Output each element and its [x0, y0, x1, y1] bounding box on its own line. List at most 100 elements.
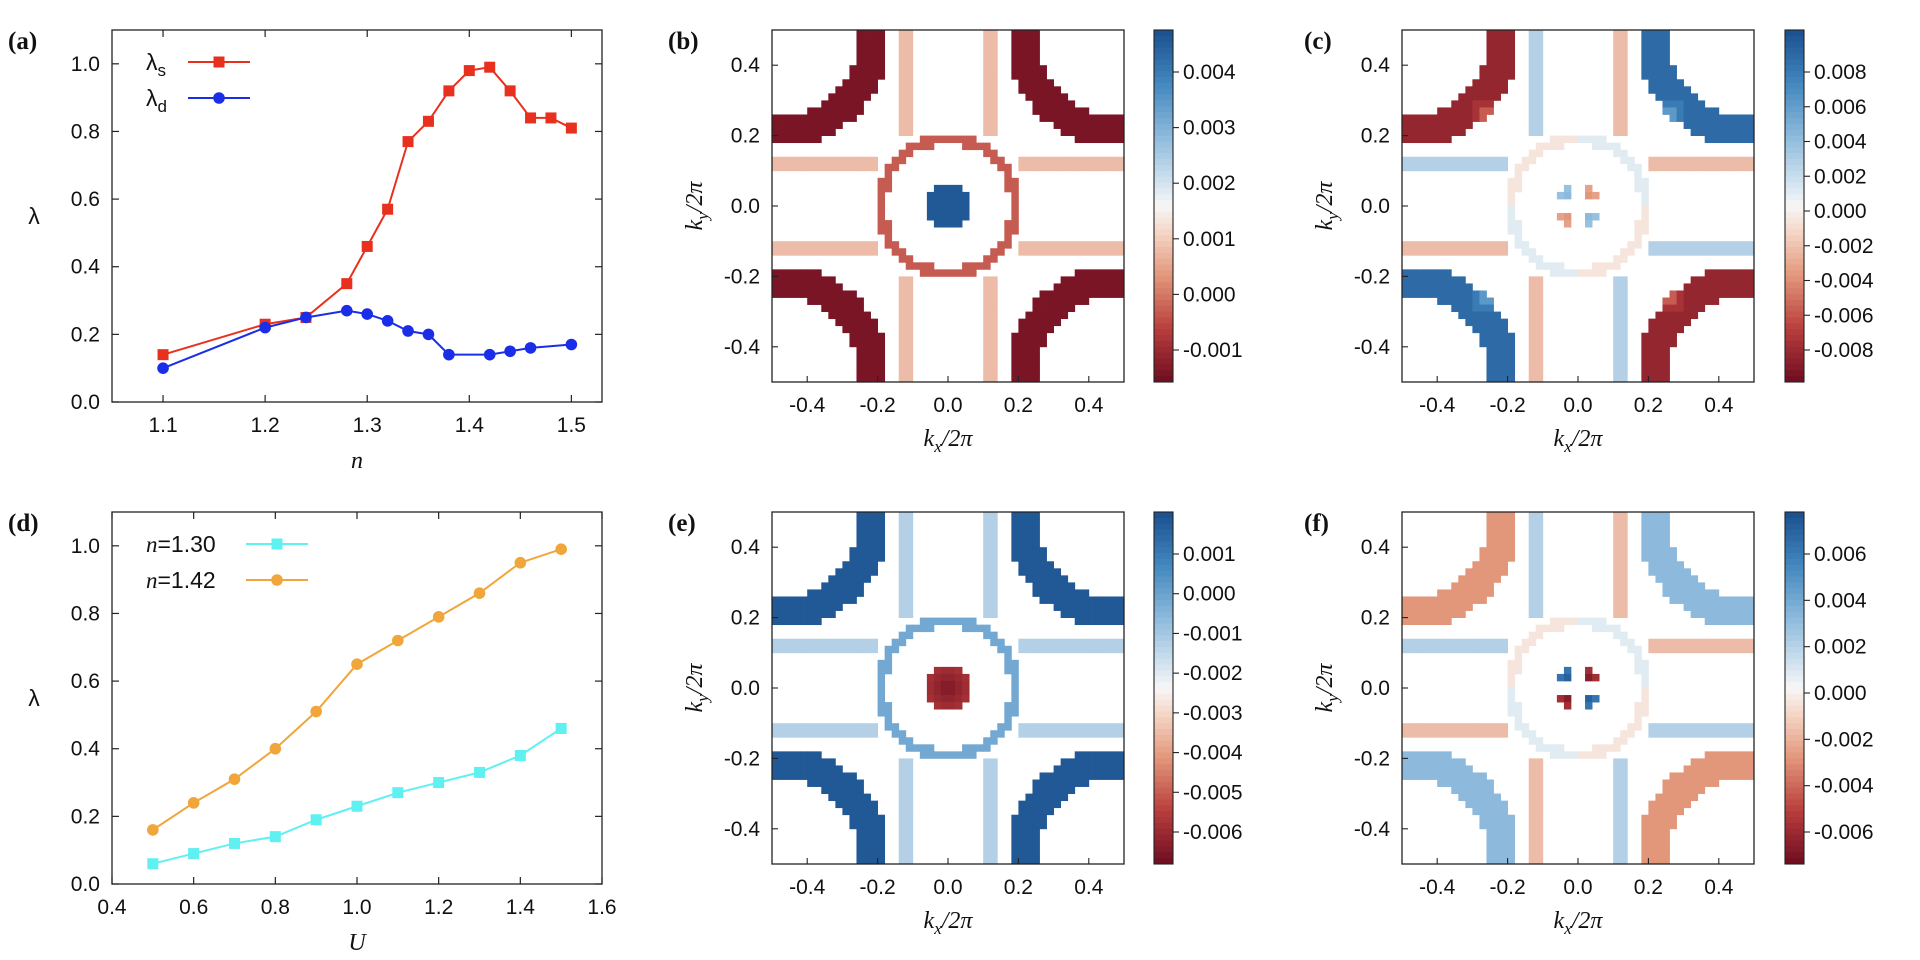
heatmap-cell [786, 276, 794, 284]
heatmap-cell [898, 533, 907, 541]
heatmap-cell [898, 561, 907, 569]
heatmap-cell [1011, 177, 1019, 186]
heatmap-cell [1416, 121, 1424, 129]
heatmap-cell [905, 374, 914, 383]
heatmap-cell [1528, 807, 1537, 816]
heatmap-cell [905, 283, 914, 291]
heatmap-cell [842, 107, 850, 115]
heatmap-cell [1648, 58, 1656, 66]
heatmap-cell [828, 638, 836, 647]
heatmap-cell [877, 547, 886, 555]
heatmap-cell [1423, 610, 1431, 618]
heatmap-cell [983, 526, 991, 534]
heatmap-cell [1053, 793, 1062, 802]
heatmap-cell [793, 248, 801, 256]
heatmap-cell [1416, 128, 1424, 136]
heatmap-cell [870, 821, 878, 830]
heatmap-cell [898, 828, 907, 837]
heatmap-cell [828, 575, 836, 583]
colorbar-step [1154, 570, 1173, 578]
heatmap-cell [1669, 645, 1677, 654]
heatmap-cell [1486, 526, 1494, 534]
colorbar-step [1154, 305, 1173, 313]
heatmap-cell [983, 603, 991, 611]
heatmap-cell [1507, 206, 1516, 214]
heatmap-cell [1074, 241, 1083, 249]
heatmap-cell [1458, 793, 1466, 802]
heatmap-cell [1018, 360, 1026, 369]
colorbar-step [1785, 723, 1804, 730]
heatmap-cell [905, 128, 914, 136]
heatmap-cell [1486, 519, 1494, 527]
heatmap-cell [1081, 128, 1090, 136]
heatmap-cell [1458, 156, 1466, 165]
colorbar-step [1154, 135, 1173, 142]
heatmap-cell [1109, 241, 1118, 249]
colorbar-step [1154, 323, 1173, 330]
colorbar-step [1154, 247, 1173, 254]
heatmap-cell [990, 793, 998, 802]
heatmap-cell [1662, 93, 1670, 101]
heatmap-cell [983, 86, 991, 94]
colorbar-step [1154, 535, 1173, 542]
heatmap-cell [1535, 631, 1544, 640]
heatmap-cell [1465, 786, 1473, 794]
heatmap-cell [1416, 135, 1424, 144]
heatmap-cell [779, 610, 787, 618]
heatmap-cell [1486, 332, 1494, 341]
heatmap-cell [1592, 191, 1600, 200]
colorbar-tick-label: -0.004 [1814, 775, 1874, 798]
heatmap-cell [1528, 603, 1537, 611]
heatmap-cell [863, 807, 871, 816]
data-point [341, 278, 353, 290]
heatmap-cell [793, 617, 801, 626]
heatmap-cell [1669, 589, 1677, 597]
heatmap-cell [1746, 603, 1755, 611]
heatmap-cell [1620, 603, 1628, 611]
heatmap-cell [1507, 673, 1516, 682]
heatmap-cell [1493, 533, 1501, 541]
heatmap-cell [863, 318, 871, 327]
colorbar-tick-label: -0.006 [1814, 821, 1874, 844]
heatmap-cell [1528, 786, 1537, 794]
colorbar-step [1154, 523, 1173, 531]
heatmap-cell [990, 318, 998, 327]
heatmap-cell [1718, 758, 1727, 766]
data-point [228, 773, 241, 785]
heatmap-cell [1067, 765, 1076, 773]
heatmap-cell [990, 561, 998, 569]
heatmap-cell [1669, 72, 1677, 80]
heatmap-cell [1025, 325, 1033, 334]
heatmap-cell [1053, 730, 1062, 738]
colorbar-tick-label: 0.001 [1183, 228, 1236, 251]
heatmap-cell [1528, 800, 1537, 809]
heatmap-cell [1479, 568, 1487, 576]
heatmap-cell [955, 184, 963, 193]
heatmap-cell [962, 269, 970, 277]
heatmap-cell [1507, 842, 1516, 851]
heatmap-cell [990, 765, 998, 773]
heatmap-cell [1535, 128, 1544, 136]
heatmap-cell [1563, 191, 1572, 200]
heatmap-cell [1641, 339, 1649, 348]
heatmap-cell [1088, 610, 1097, 618]
heatmap-cell [1423, 156, 1431, 165]
heatmap-cell [1620, 575, 1628, 583]
data-point [381, 315, 394, 327]
heatmap-cell [1423, 269, 1431, 277]
heatmap-cell [905, 58, 914, 66]
heatmap-cell [1592, 624, 1600, 633]
heatmap-cell [835, 568, 843, 576]
heatmap-cell [905, 758, 914, 766]
heatmap-cell [1451, 765, 1459, 773]
heatmap-cell [1437, 283, 1445, 291]
heatmap-cell [1613, 582, 1621, 590]
heatmap-cell [1697, 589, 1706, 597]
heatmap-cell [1662, 814, 1670, 823]
heatmap-cell [842, 589, 850, 597]
heatmap-cell [1570, 617, 1579, 626]
heatmap-cell [1620, 765, 1628, 773]
heatmap-cell [1514, 723, 1523, 731]
heatmap-cell [1018, 645, 1026, 654]
heatmap-cell [863, 575, 871, 583]
